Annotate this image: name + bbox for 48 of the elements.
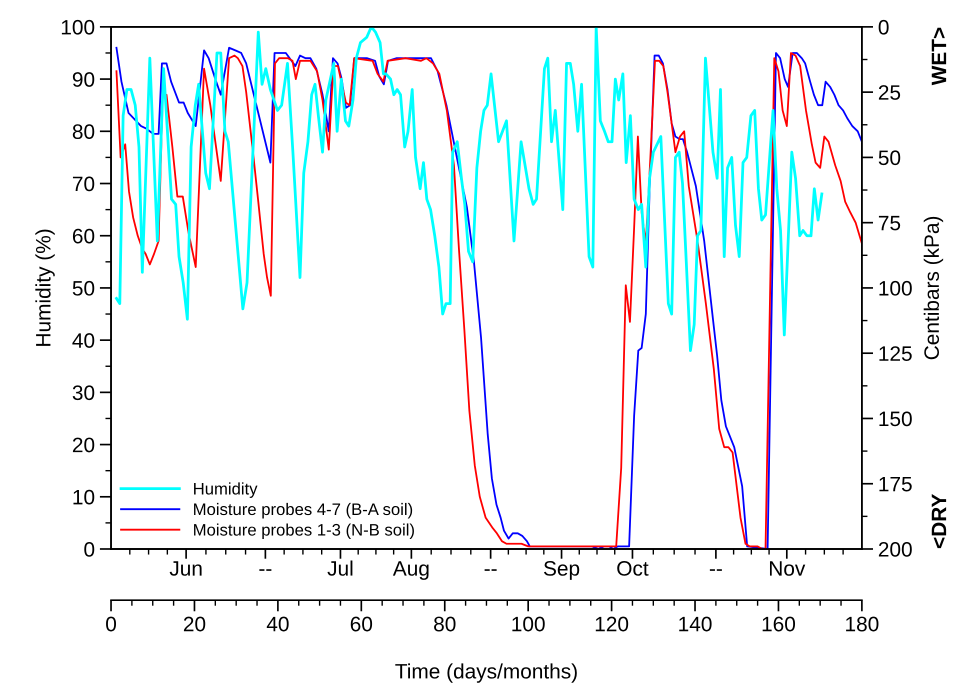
- legend-label: Moisture probes 4-7 (B-A soil): [194, 502, 412, 518]
- annotation: --: [259, 569, 272, 571]
- y-tick-label: 40: [72, 333, 94, 348]
- x-tick-label: 0: [106, 616, 116, 632]
- annotation: Jun: [170, 561, 202, 576]
- legend-label: Humidity: [194, 482, 258, 498]
- x-tick-label: 180: [846, 616, 878, 632]
- x-tick-label: 160: [762, 616, 796, 632]
- y2-tick-label: 125: [879, 346, 912, 361]
- x-tick-label: 120: [596, 616, 628, 632]
- y2-axis-title: Centibars (kPa): [924, 216, 944, 360]
- y2-tick-label: 200: [878, 542, 912, 557]
- y2-tick-label: 50: [878, 150, 900, 166]
- y2-tick-label: 25: [878, 85, 900, 100]
- annotation: Sep: [544, 561, 580, 580]
- annotation: Jul: [327, 560, 352, 576]
- y2-tick-label: 175: [879, 476, 912, 492]
- x-tick-label: 140: [679, 616, 712, 632]
- y-tick-label: 60: [72, 228, 94, 244]
- legend-label: Moisture probes 1-3 (N-B soil): [194, 523, 414, 539]
- y-tick-label: 50: [72, 280, 94, 296]
- y-tick-label: 20: [72, 438, 94, 452]
- x-tick-label: 80: [434, 616, 456, 632]
- x-tick-label: 100: [512, 616, 545, 632]
- y2-tick-label: 100: [879, 280, 912, 296]
- y-tick-label: 100: [62, 20, 94, 35]
- x-tick-label: 60: [350, 616, 372, 632]
- text: WET>: [932, 28, 946, 86]
- text: <DRY: [932, 494, 946, 548]
- y2-tick-label: 0: [878, 20, 889, 35]
- annotation: Oct: [617, 561, 649, 576]
- y-tick-label: 70: [72, 176, 94, 192]
- annotation: Aug: [392, 561, 429, 580]
- y-tick-label: 0: [84, 542, 94, 557]
- y-axis-title: Humidity (%): [35, 230, 55, 346]
- x-tick-label: 40: [266, 616, 289, 632]
- line-series: [115, 26, 824, 352]
- y-tick-label: 90: [72, 72, 94, 87]
- y2-tick-label: 150: [879, 411, 912, 426]
- x-axis-title: Time (days/months): [395, 663, 577, 683]
- x-tick-label: 20: [184, 616, 206, 632]
- y2-tick-label: 75: [878, 216, 900, 230]
- y-tick-label: 10: [73, 490, 94, 505]
- y-tick-label: 80: [72, 124, 94, 140]
- annotation: --: [484, 569, 497, 571]
- annotation: --: [710, 569, 722, 571]
- annotation: Nov: [770, 561, 806, 576]
- y-tick-label: 30: [72, 385, 94, 400]
